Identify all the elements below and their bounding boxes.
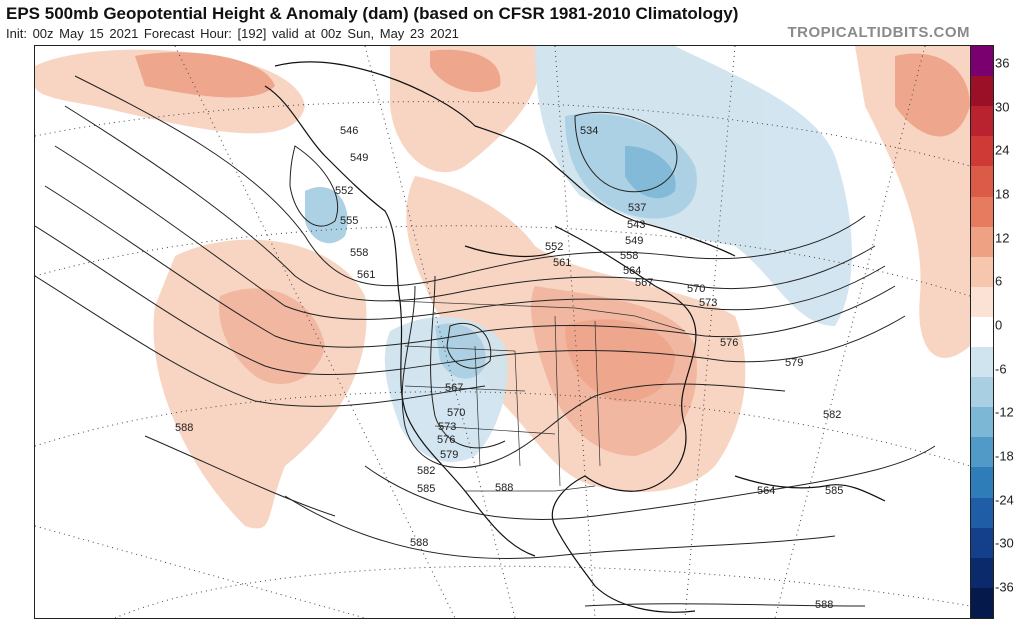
colorbar-tick-label: -36 xyxy=(995,579,1014,595)
contour-label: 543 xyxy=(627,219,645,231)
contour-label: 546 xyxy=(340,125,358,137)
contour-label: 570 xyxy=(687,283,705,295)
contour-label: 537 xyxy=(628,202,646,214)
colorbar-segment xyxy=(971,497,993,529)
contour-label: 573 xyxy=(699,297,717,309)
contour-label: 588 xyxy=(175,422,193,434)
colorbar-segment xyxy=(971,196,993,228)
contour-label: 561 xyxy=(553,257,571,269)
colorbar-tick-label: -24 xyxy=(995,492,1014,508)
contour-label: 549 xyxy=(625,235,643,247)
contour-label: 573 xyxy=(438,421,456,433)
contour-label: 555 xyxy=(340,215,358,227)
colorbar-segment xyxy=(971,587,993,619)
colorbar-tick-label: -12 xyxy=(995,404,1014,420)
height-contours xyxy=(35,75,936,607)
contour-label: 564 xyxy=(757,485,775,497)
colorbar-tick-label: -18 xyxy=(995,448,1014,464)
contour-label: 588 xyxy=(410,537,428,549)
colorbar-tick-label: 30 xyxy=(995,99,1010,115)
contour-label: 534 xyxy=(580,125,598,137)
colorbar-segment xyxy=(971,256,993,288)
colorbar-tick-label: 36 xyxy=(995,55,1010,71)
contour-labels: 546 549 552 555 558 561 534 537 543 549 552 558 561 5… xyxy=(175,125,843,611)
colorbar-segment xyxy=(971,527,993,559)
colorbar-tick-label: 18 xyxy=(995,186,1010,202)
contour-label: 579 xyxy=(440,449,458,461)
contour-label: 579 xyxy=(785,357,803,369)
colorbar-segment xyxy=(971,316,993,348)
map-subtitle: Init: 00z May 15 2021 Forecast Hour: [19… xyxy=(6,26,459,41)
anomaly-map: 546 549 552 555 558 561 534 537 543 549 552 558 561 5… xyxy=(35,46,970,618)
contour-label: 567 xyxy=(445,382,463,394)
contour-label: 588 xyxy=(495,482,513,494)
colorbar-segment xyxy=(971,437,993,468)
colorbar-segment xyxy=(971,136,993,167)
contour-label: 552 xyxy=(335,185,353,197)
political-borders xyxy=(394,300,686,492)
contour-label: 570 xyxy=(447,407,465,419)
colorbar-segment xyxy=(971,347,993,378)
colorbar-segment xyxy=(971,407,993,438)
contour-label: 576 xyxy=(720,337,738,349)
colorbar-tick-label: 24 xyxy=(995,142,1010,158)
contour-label: 576 xyxy=(437,434,455,446)
colorbar-tick-label: -6 xyxy=(995,361,1007,377)
contour-label: 561 xyxy=(357,269,375,281)
contour-label: 585 xyxy=(825,485,843,497)
colorbar-segment xyxy=(971,46,993,77)
colorbar-tick-label: -30 xyxy=(995,535,1014,551)
colorbar-segment xyxy=(971,467,993,499)
colorbar-segment xyxy=(971,106,993,137)
colorbar-tick-label: 0 xyxy=(995,317,1003,333)
contour-label: 558 xyxy=(350,247,368,259)
colorbar-tick-labels: 36 30 24 18 12 6 0 -6 -12 -18 -24 -30 -36 xyxy=(995,45,1023,619)
colorbar-segment xyxy=(971,286,993,318)
contour-label: 564 xyxy=(623,265,641,277)
contour-label: 582 xyxy=(417,465,435,477)
colorbar-segment xyxy=(971,166,993,197)
site-watermark: TROPICALTIDBITS.COM xyxy=(787,24,970,41)
colorbar-segment xyxy=(971,377,993,408)
contour-label: 567 xyxy=(635,277,653,289)
map-panel: 546 549 552 555 558 561 534 537 543 549 552 558 561 5… xyxy=(34,45,971,619)
contour-label: 582 xyxy=(823,409,841,421)
map-title: EPS 500mb Geopotential Height & Anomaly … xyxy=(6,4,739,23)
anomaly-colorbar xyxy=(970,45,994,619)
lat-lon-grid xyxy=(35,46,970,618)
colorbar-tick-label: 12 xyxy=(995,230,1010,246)
colorbar-segment xyxy=(971,226,993,258)
contour-label: 552 xyxy=(545,241,563,253)
contour-label: 549 xyxy=(350,152,368,164)
contour-label: 585 xyxy=(417,483,435,495)
colorbar-segment xyxy=(971,76,993,107)
contour-label: 588 xyxy=(815,599,833,611)
colorbar-tick-label: 6 xyxy=(995,273,1003,289)
positive-anomaly-shading xyxy=(35,46,970,529)
contour-label: 558 xyxy=(620,250,638,262)
colorbar-segment xyxy=(971,557,993,589)
